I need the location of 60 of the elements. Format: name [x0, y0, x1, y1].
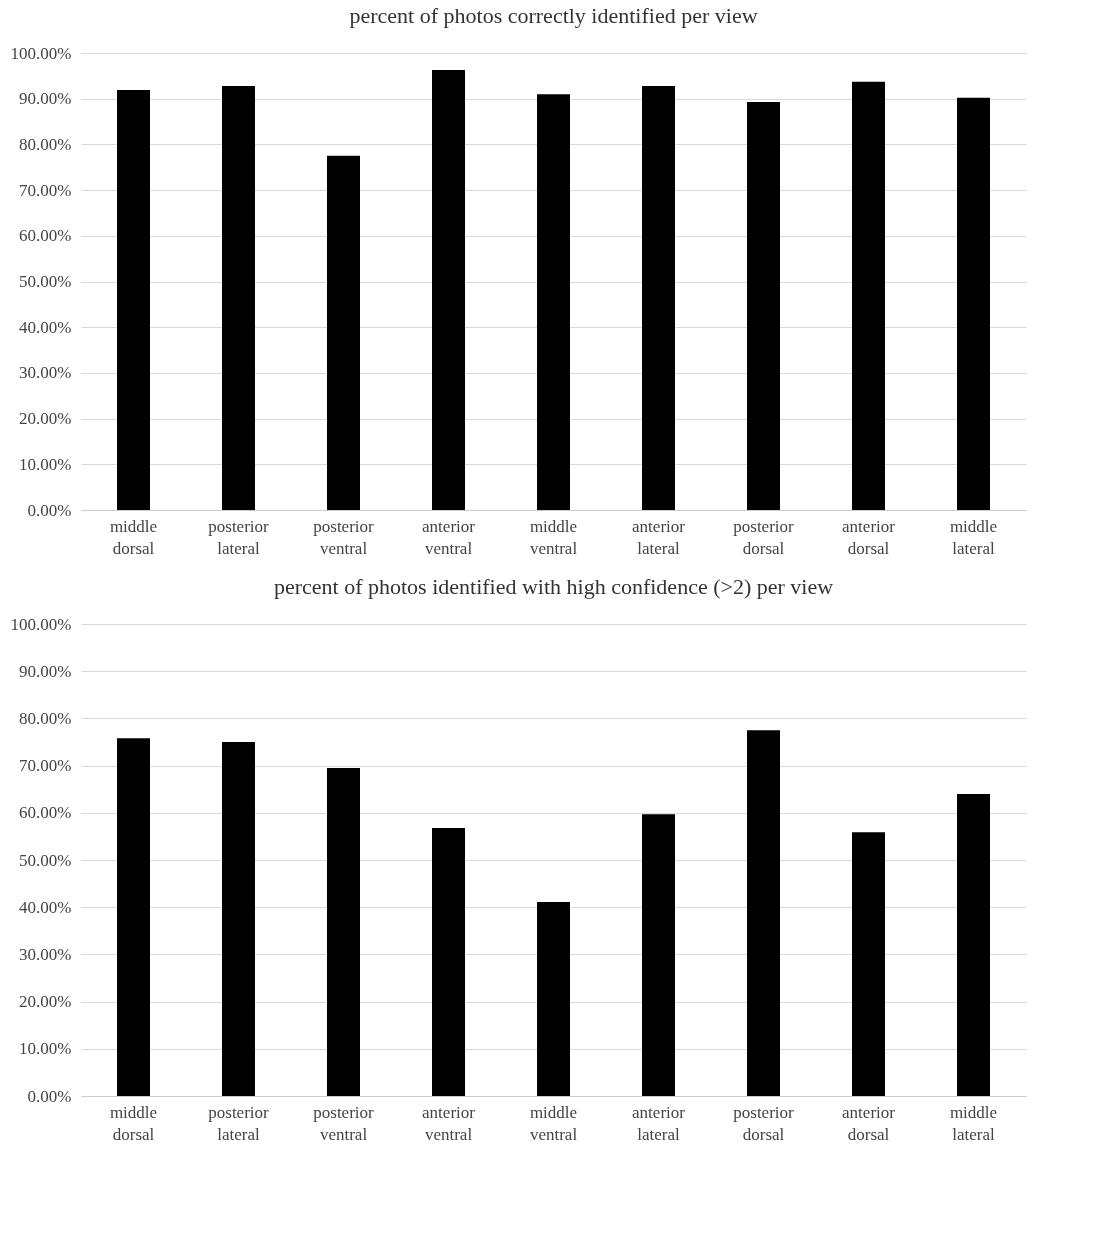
x-tick-label: posterior lateral	[208, 1102, 270, 1144]
x-tick-label: anterior dorsal	[842, 516, 896, 558]
bar	[327, 767, 360, 1096]
chart-title: percent of photos identified with high confidence (>2) per view	[273, 574, 834, 599]
y-tick-label: 0.00%	[27, 1086, 72, 1106]
y-tick-label: 50.00%	[19, 850, 72, 870]
y-tick-label: 60.00%	[19, 803, 72, 823]
x-tick-label: posterior lateral	[208, 516, 270, 558]
y-tick-label: 30.00%	[19, 944, 72, 964]
x-tick-label: middle ventral	[529, 1102, 578, 1144]
y-tick-label: 60.00%	[19, 226, 72, 246]
x-tick-label: posterior dorsal	[733, 516, 795, 558]
x-tick-label: posterior ventral	[313, 1102, 375, 1144]
y-tick-label: 0.00%	[27, 500, 72, 520]
y-tick-label: 90.00%	[19, 661, 72, 681]
y-tick-label: 100.00%	[10, 43, 72, 63]
x-tick-label: middle lateral	[949, 516, 998, 558]
y-tick-label: 10.00%	[19, 454, 72, 474]
bar	[747, 101, 780, 510]
bar	[642, 85, 675, 510]
bar	[432, 827, 465, 1096]
x-tick-label: anterior lateral	[632, 1102, 686, 1144]
x-tick-label: posterior ventral	[313, 516, 375, 558]
bar	[117, 738, 150, 1096]
y-tick-label: 80.00%	[19, 134, 72, 154]
x-tick-label: anterior dorsal	[842, 1102, 896, 1144]
bar	[222, 85, 255, 510]
y-tick-label: 80.00%	[19, 708, 72, 728]
bar	[432, 69, 465, 510]
y-tick-label: 70.00%	[19, 756, 72, 776]
bar	[852, 832, 885, 1096]
bar	[537, 902, 570, 1096]
bar	[642, 814, 675, 1096]
y-tick-label: 10.00%	[19, 1039, 72, 1059]
y-tick-label: 50.00%	[19, 272, 72, 291]
x-tick-label: middle dorsal	[109, 1102, 158, 1144]
x-tick-label: anterior ventral	[422, 516, 476, 558]
y-tick-label: 70.00%	[19, 180, 72, 200]
y-tick-label: 100.00%	[10, 614, 72, 634]
x-tick-label: middle ventral	[529, 516, 578, 558]
bar	[957, 793, 990, 1096]
y-tick-label: 20.00%	[19, 992, 72, 1012]
y-tick-label: 40.00%	[19, 317, 72, 337]
bar	[117, 90, 150, 510]
bar	[222, 742, 255, 1096]
x-tick-label: anterior lateral	[632, 516, 686, 558]
y-tick-label: 90.00%	[19, 89, 72, 109]
bar	[852, 81, 885, 510]
y-tick-label: 40.00%	[19, 897, 72, 917]
bar	[747, 730, 780, 1096]
bar	[957, 97, 990, 510]
x-tick-label: anterior ventral	[422, 1102, 476, 1144]
chart-title: percent of photos correctly identified per view	[349, 3, 758, 28]
x-tick-label: middle lateral	[949, 1102, 998, 1144]
x-tick-label: middle dorsal	[109, 516, 158, 558]
bar	[537, 94, 570, 510]
x-tick-label: posterior dorsal	[733, 1102, 795, 1144]
y-tick-label: 20.00%	[19, 409, 72, 429]
y-tick-label: 30.00%	[19, 363, 72, 383]
bar	[327, 155, 360, 510]
